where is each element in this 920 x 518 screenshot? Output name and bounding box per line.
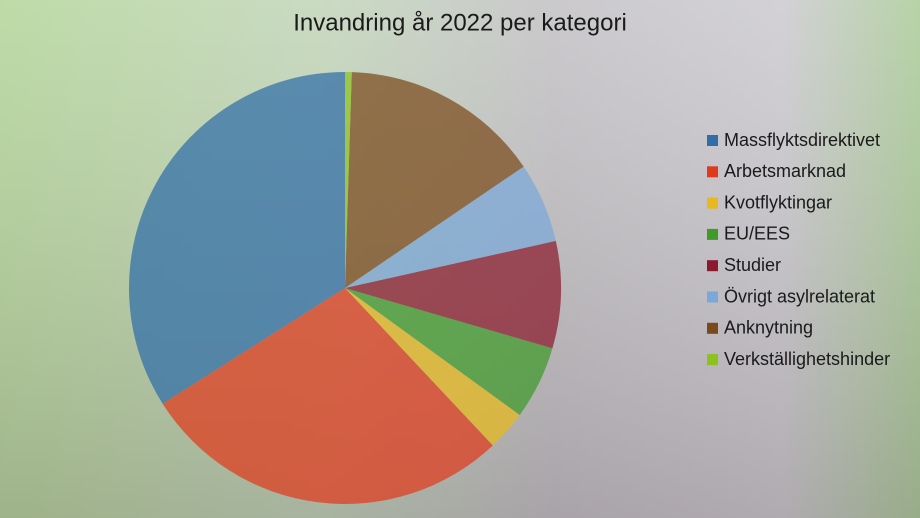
pie-slice xyxy=(345,166,556,288)
legend-label: Anknytning xyxy=(724,318,813,338)
legend-label: Kvotflyktingar xyxy=(724,192,832,212)
legend-swatch xyxy=(707,135,718,146)
pie-slice xyxy=(345,288,520,446)
legend-swatch xyxy=(707,260,718,272)
legend-label: EU/EES xyxy=(724,224,790,244)
legend-swatch xyxy=(707,166,718,178)
pie-slice xyxy=(345,288,553,415)
legend-label: Massflyktsdirektivet xyxy=(724,130,880,150)
legend-swatch xyxy=(707,228,718,240)
legend-label: Studier xyxy=(724,255,781,275)
pie-slice xyxy=(345,72,524,288)
legend-swatch xyxy=(707,322,718,334)
pie xyxy=(129,72,562,504)
legend-swatch xyxy=(707,197,718,209)
legend-label: Verkställighetshinder xyxy=(724,349,890,369)
legend-swatch xyxy=(707,354,718,366)
pie-slice xyxy=(129,72,345,404)
pie-slice xyxy=(345,72,352,288)
chart-title: Invandring år 2022 per kategori xyxy=(293,9,627,36)
legend-label: Arbetsmarknad xyxy=(724,161,846,181)
pie-slice xyxy=(162,288,493,504)
legend-label: Övrigt asylrelaterat xyxy=(724,286,875,306)
legend-swatch xyxy=(707,291,718,303)
pie-slice xyxy=(345,240,562,349)
legend: Massflyktsdirektivet Arbetsmarknad Kvotfly… xyxy=(707,130,890,369)
